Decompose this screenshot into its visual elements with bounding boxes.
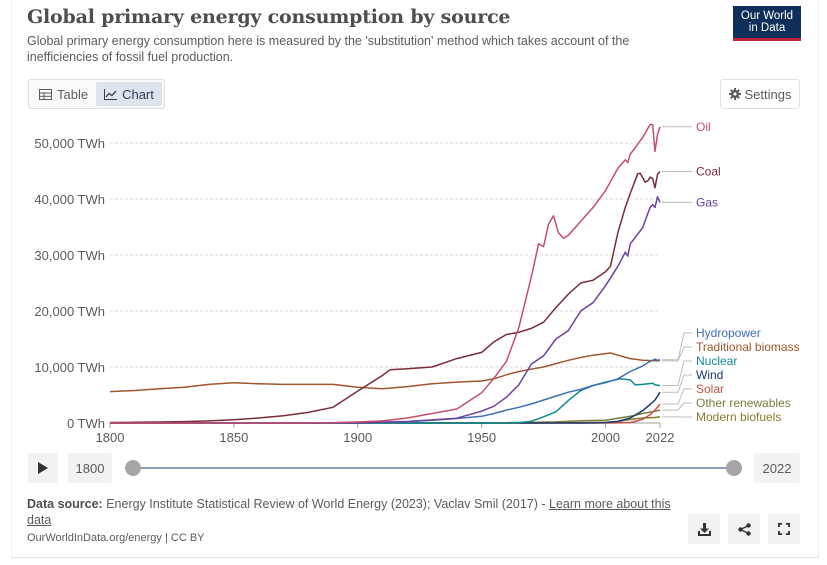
series-line-traditional-biomass[interactable]: [109, 352, 660, 393]
legend-connector: [662, 360, 692, 386]
download-icon: [697, 522, 711, 536]
settings-label: Settings: [744, 86, 792, 102]
line-chart-icon: [104, 88, 118, 100]
timeline-start-year: 1800: [68, 453, 112, 483]
chart-title: Global primary energy consumption by sou…: [27, 6, 511, 28]
gear-icon: [728, 88, 741, 100]
x-tick-label: 1850: [219, 430, 248, 445]
x-tick-label: 2000: [591, 430, 620, 445]
series-lines: [109, 123, 661, 424]
timeline-end-handle[interactable]: [726, 460, 742, 476]
play-icon: [38, 462, 48, 474]
y-tick-label: 50,000 TWh: [34, 136, 105, 151]
legend-connector: [662, 388, 692, 405]
expand-icon: [778, 523, 790, 535]
settings-button[interactable]: Settings: [720, 79, 800, 109]
y-tick-label: 10,000 TWh: [34, 360, 105, 375]
share-button[interactable]: [728, 514, 760, 544]
timeline: 1800 2022: [28, 453, 800, 483]
legend-connector: [662, 332, 692, 361]
grid-lines: [110, 142, 660, 368]
legend-label[interactable]: Nuclear: [696, 354, 737, 368]
share-icon: [737, 522, 751, 536]
data-source-text: Energy Institute Statistical Review of W…: [106, 497, 549, 511]
data-source-label: Data source:: [27, 497, 103, 511]
legend-label[interactable]: Coal: [696, 165, 721, 179]
download-button[interactable]: [688, 514, 720, 544]
series-line-solar[interactable]: [110, 403, 661, 424]
owid-logo[interactable]: Our World in Data: [733, 6, 801, 41]
x-tick-label: 1900: [343, 430, 372, 445]
chart-subtitle: Global primary energy consumption here i…: [27, 34, 630, 64]
legend-label[interactable]: Hydropower: [696, 326, 761, 340]
logo-line-1: Our World: [740, 10, 794, 22]
legend-label[interactable]: Traditional biomass: [696, 340, 800, 354]
tab-chart-label: Chart: [122, 86, 154, 102]
legend-label[interactable]: Oil: [696, 120, 711, 134]
legend-connector: [662, 374, 692, 393]
play-button[interactable]: [28, 453, 58, 483]
data-source: Data source: Energy Institute Statistica…: [27, 496, 697, 528]
tab-table-label: Table: [57, 86, 89, 102]
y-tick-label: 20,000 TWh: [34, 304, 105, 319]
legend-label[interactable]: Other renewables: [696, 396, 791, 410]
y-tick-label: 40,000 TWh: [34, 192, 105, 207]
x-tick-label: 1950: [467, 430, 496, 445]
timeline-track[interactable]: [132, 467, 734, 469]
legend-label[interactable]: Solar: [696, 382, 724, 396]
x-tick-label: 2022: [646, 430, 675, 445]
y-tick-label: 30,000 TWh: [34, 248, 105, 263]
series-line-wind[interactable]: [110, 391, 661, 424]
timeline-end-year: 2022: [754, 453, 800, 483]
timeline-start-handle[interactable]: [125, 460, 141, 476]
y-axis: 0 TWh 10,000 TWh 20,000 TWh 30,000 TWh 40,00…: [34, 136, 105, 431]
legend-connector: [662, 346, 692, 362]
series-line-gas[interactable]: [110, 196, 661, 424]
legend-label[interactable]: Gas: [696, 195, 718, 209]
legend-label[interactable]: Modern biofuels: [696, 410, 781, 424]
footer-url[interactable]: OurWorldInData.org/energy | CC BY: [27, 532, 205, 544]
y-tick-label: 0 TWh: [67, 416, 105, 431]
legend-connector: [662, 402, 692, 411]
series-line-hydropower[interactable]: [110, 358, 661, 424]
legend-label[interactable]: Wind: [696, 368, 723, 382]
fullscreen-button[interactable]: [768, 514, 800, 544]
series-line-oil[interactable]: [110, 123, 661, 424]
line-chart: 0 TWh 10,000 TWh 20,000 TWh 30,000 TWh 40,00…: [34, 120, 800, 445]
chart-frame: [11, 0, 819, 558]
x-axis: 1800 1850 1900 1950 2000 2022: [96, 422, 675, 445]
table-icon: [39, 88, 52, 100]
series-line-nuclear[interactable]: [110, 378, 661, 424]
series-line-coal[interactable]: [109, 171, 661, 424]
tab-table[interactable]: Table: [31, 82, 96, 106]
tab-chart[interactable]: Chart: [96, 82, 162, 106]
logo-line-2: in Data: [748, 22, 786, 34]
x-tick-label: 1800: [96, 430, 125, 445]
view-tabs: Table Chart: [28, 79, 165, 109]
learn-more-link[interactable]: Learn more about this data: [27, 497, 671, 527]
